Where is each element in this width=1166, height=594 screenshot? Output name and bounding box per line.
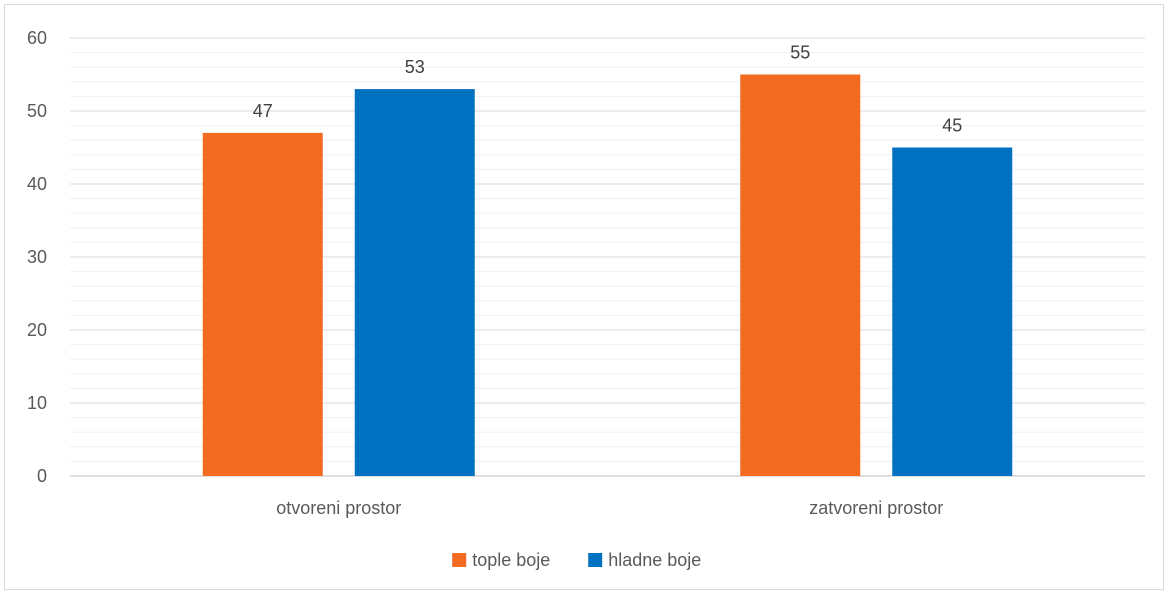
x-category-label: zatvoreni prostor [809, 498, 943, 518]
legend-swatch [452, 553, 467, 567]
y-tick-label: 60 [27, 28, 47, 48]
y-tick-label: 50 [27, 101, 47, 121]
data-label: 47 [253, 101, 273, 121]
legend-swatch [588, 553, 603, 567]
data-label: 55 [790, 43, 810, 63]
legend-label: hladne boje [608, 550, 701, 570]
y-tick-label: 40 [27, 174, 47, 194]
y-tick-label: 10 [27, 393, 47, 413]
bar-hladne-boje [892, 147, 1013, 476]
bar-tople-boje [740, 74, 861, 476]
data-label: 45 [942, 116, 962, 136]
y-tick-label: 0 [37, 466, 47, 486]
y-tick-label: 30 [27, 247, 47, 267]
bar-tople-boje [202, 132, 323, 476]
bar-hladne-boje [354, 89, 475, 476]
data-label: 53 [405, 57, 425, 77]
x-category-label: otvoreni prostor [276, 498, 401, 518]
legend-label: tople boje [472, 550, 550, 570]
y-tick-label: 20 [27, 320, 47, 340]
